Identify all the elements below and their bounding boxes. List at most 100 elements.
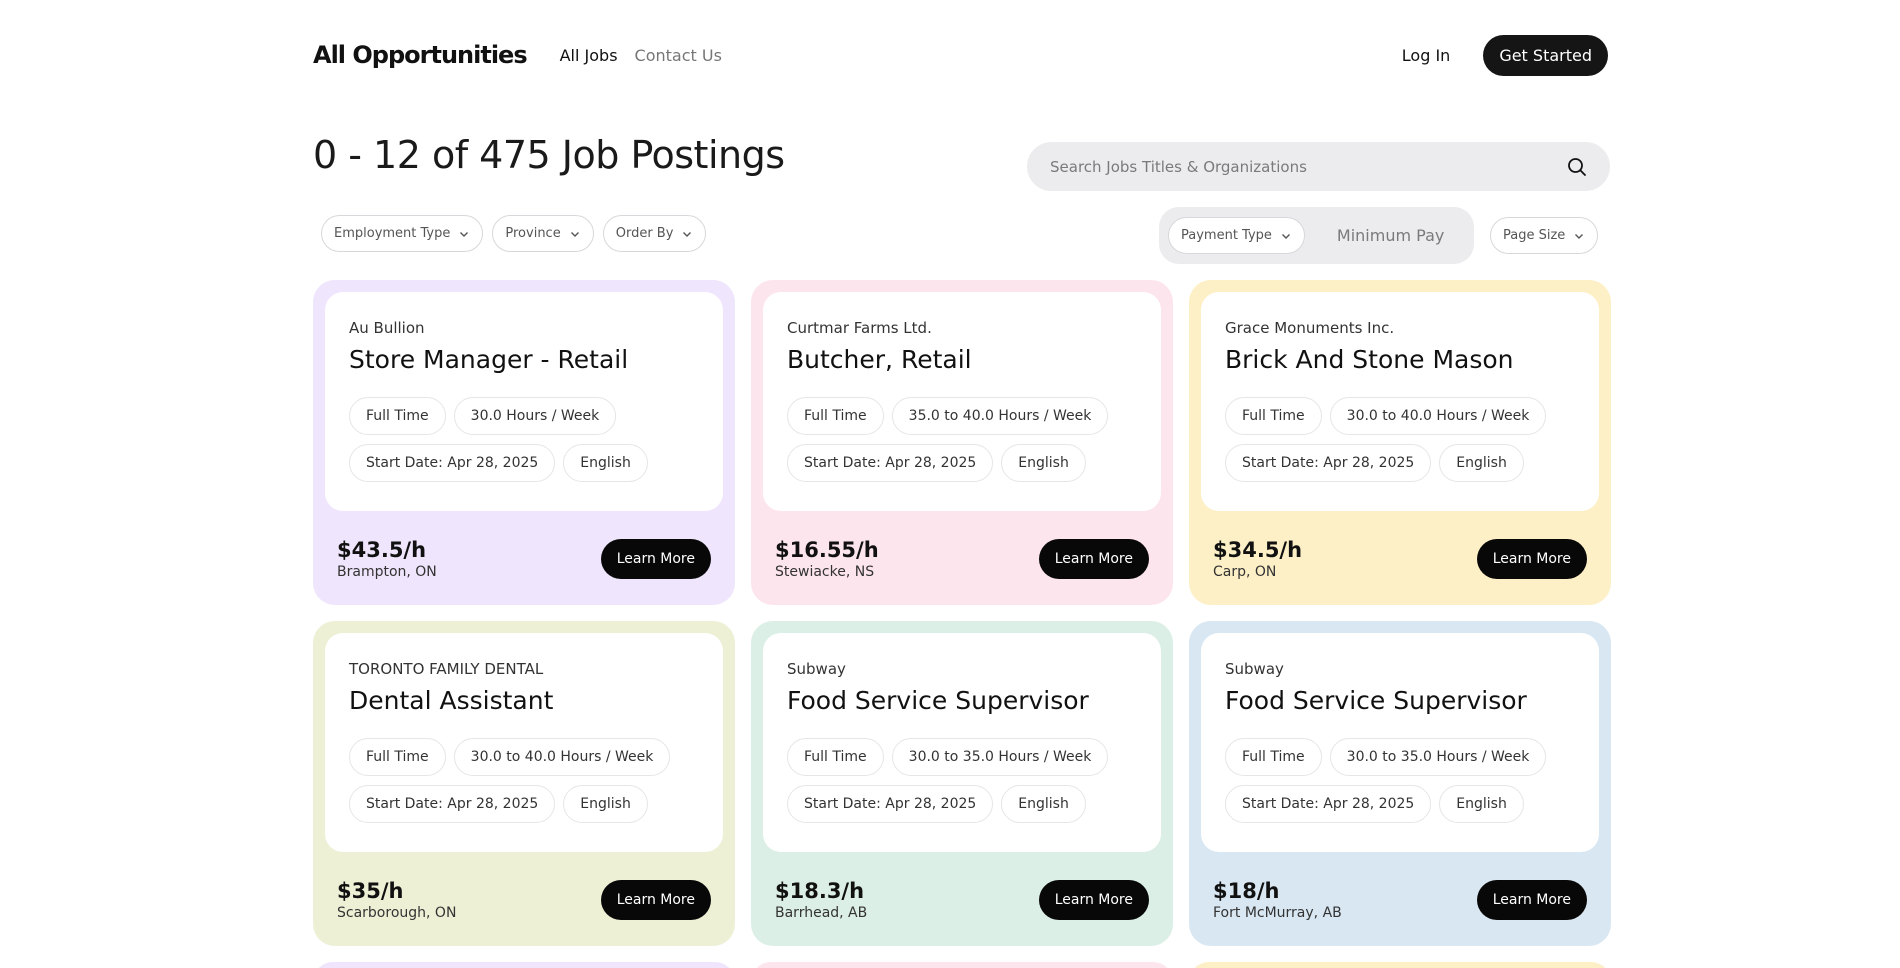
start-date-tag: Start Date: Apr 28, 2025 [1225,444,1432,482]
pay-rate: $18.3/h [775,879,865,903]
nav-all-jobs[interactable]: All Jobs [559,45,618,65]
hours-tag: 30.0 to 35.0 Hours / Week [891,738,1109,776]
job-tags: Full Time 35.0 to 40.0 Hours / Week Star… [787,397,1137,482]
main-nav: All Jobs Contact Us [560,46,722,65]
language-tag: English [1001,444,1086,482]
job-card-details: Subway Food Service Supervisor Full Time… [1201,633,1599,852]
company-name: Au Bullion [349,319,425,337]
job-card[interactable]: Au Bullion Store Manager - Retail Full T… [313,280,735,605]
company-name: Subway [1225,660,1284,678]
job-card-details: TORONTO FAMILY DENTAL Dental Assistant F… [325,633,723,852]
company-name: TORONTO FAMILY DENTAL [349,660,544,678]
job-card-details: Grace Monuments Inc. Brick And Stone Mas… [1201,292,1599,511]
job-card-details: Au Bullion Store Manager - Retail Full T… [325,292,723,511]
chevron-down-icon [683,231,692,237]
chevron-down-icon [570,231,579,237]
language-tag: English [1439,444,1524,482]
job-card-details: Curtmar Farms Ltd. Butcher, Retail Full … [763,292,1161,511]
job-tags: Full Time 30.0 to 35.0 Hours / Week Star… [787,738,1137,823]
learn-more-button[interactable]: Learn More [600,880,711,920]
chevron-down-icon [460,231,469,237]
employment-type-tag: Full Time [1225,397,1322,435]
search-input[interactable] [1050,157,1567,176]
language-tag: English [563,444,648,482]
employment-type-tag: Full Time [349,397,446,435]
job-card[interactable]: TORONTO FAMILY DENTAL Dental Assistant F… [313,621,735,946]
hours-tag: 30.0 Hours / Week [453,397,617,435]
employment-type-tag: Full Time [349,738,446,776]
hours-tag: 30.0 to 40.0 Hours / Week [1329,397,1547,435]
language-tag: English [1001,785,1086,823]
start-date-tag: Start Date: Apr 28, 2025 [349,785,556,823]
learn-more-button[interactable]: Learn More [1038,880,1149,920]
employment-type-label: Employment Type [334,226,451,241]
search-icon[interactable] [1567,157,1587,177]
company-name: Curtmar Farms Ltd. [787,319,932,337]
language-tag: English [1439,785,1524,823]
results-title: 0 - 12 of 475 Job Postings [313,133,785,177]
job-location: Fort McMurray, AB [1213,905,1342,921]
start-date-tag: Start Date: Apr 28, 2025 [787,785,994,823]
province-label: Province [505,226,561,241]
job-title: Food Service Supervisor [1225,686,1527,715]
hours-tag: 30.0 to 35.0 Hours / Week [1329,738,1547,776]
job-card-footer: $18.3/h Barrhead, AB Learn More [775,879,1149,921]
employment-type-dropdown[interactable]: Employment Type [321,215,484,252]
learn-more-button[interactable]: Learn More [1038,539,1149,579]
job-location: Brampton, ON [337,564,437,580]
top-navbar: All Opportunities All Jobs Contact Us Lo… [313,34,1608,76]
payment-type-label: Payment Type [1181,228,1272,243]
learn-more-button[interactable]: Learn More [1476,539,1587,579]
job-card-footer: $18/h Fort McMurray, AB Learn More [1213,879,1587,921]
nav-contact-us[interactable]: Contact Us [634,45,722,65]
job-card-details: Subway Food Service Supervisor Full Time… [763,633,1161,852]
job-grid: Au Bullion Store Manager - Retail Full T… [313,280,1611,946]
job-card[interactable]: Curtmar Farms Ltd. Butcher, Retail Full … [751,280,1173,605]
job-card-footer: $34.5/h Carp, ON Learn More [1213,538,1587,580]
login-link[interactable]: Log In [1401,45,1451,65]
chevron-down-icon [1281,233,1290,239]
job-tags: Full Time 30.0 to 40.0 Hours / Week Star… [349,738,699,823]
learn-more-button[interactable]: Learn More [1476,880,1587,920]
job-location: Scarborough, ON [337,905,457,921]
job-card[interactable]: Grace Monuments Inc. Brick And Stone Mas… [1189,280,1611,605]
employment-type-tag: Full Time [787,738,884,776]
job-title: Butcher, Retail [787,345,972,374]
hours-tag: 35.0 to 40.0 Hours / Week [891,397,1109,435]
brand-logo[interactable]: All Opportunities [313,41,528,69]
province-dropdown[interactable]: Province [492,215,594,252]
employment-type-tag: Full Time [787,397,884,435]
job-card[interactable]: Subway Food Service Supervisor Full Time… [1189,621,1611,946]
header-actions: Log In Get Started [1401,34,1608,76]
learn-more-button[interactable]: Learn More [600,539,711,579]
next-row-card-peek [1189,962,1611,968]
page-size-label: Page Size [1503,228,1566,243]
job-card-footer: $35/h Scarborough, ON Learn More [337,879,711,921]
order-by-dropdown[interactable]: Order By [602,215,707,252]
get-started-button[interactable]: Get Started [1483,34,1608,76]
job-card[interactable]: Subway Food Service Supervisor Full Time… [751,621,1173,946]
search-bar [1027,142,1610,191]
start-date-tag: Start Date: Apr 28, 2025 [787,444,994,482]
start-date-tag: Start Date: Apr 28, 2025 [349,444,556,482]
job-tags: Full Time 30.0 Hours / Week Start Date: … [349,397,699,482]
pay-rate: $35/h [337,879,404,903]
pay-rate: $34.5/h [1213,538,1303,562]
job-tags: Full Time 30.0 to 40.0 Hours / Week Star… [1225,397,1575,482]
order-by-label: Order By [615,226,674,241]
next-row-card-peek [751,962,1173,968]
job-card-footer: $43.5/h Brampton, ON Learn More [337,538,711,580]
job-title: Food Service Supervisor [787,686,1089,715]
company-name: Subway [787,660,846,678]
payment-type-dropdown[interactable]: Payment Type [1168,217,1305,254]
job-title: Store Manager - Retail [349,345,629,374]
company-name: Grace Monuments Inc. [1225,319,1395,337]
job-location: Barrhead, AB [775,905,868,921]
job-title: Brick And Stone Mason [1225,345,1514,374]
minimum-pay-input[interactable]: Minimum Pay [1336,226,1445,245]
pay-rate: $18/h [1213,879,1280,903]
pay-rate: $43.5/h [337,538,427,562]
hours-tag: 30.0 to 40.0 Hours / Week [453,738,671,776]
page-size-dropdown[interactable]: Page Size [1490,217,1599,254]
next-row-card-peek [313,962,735,968]
